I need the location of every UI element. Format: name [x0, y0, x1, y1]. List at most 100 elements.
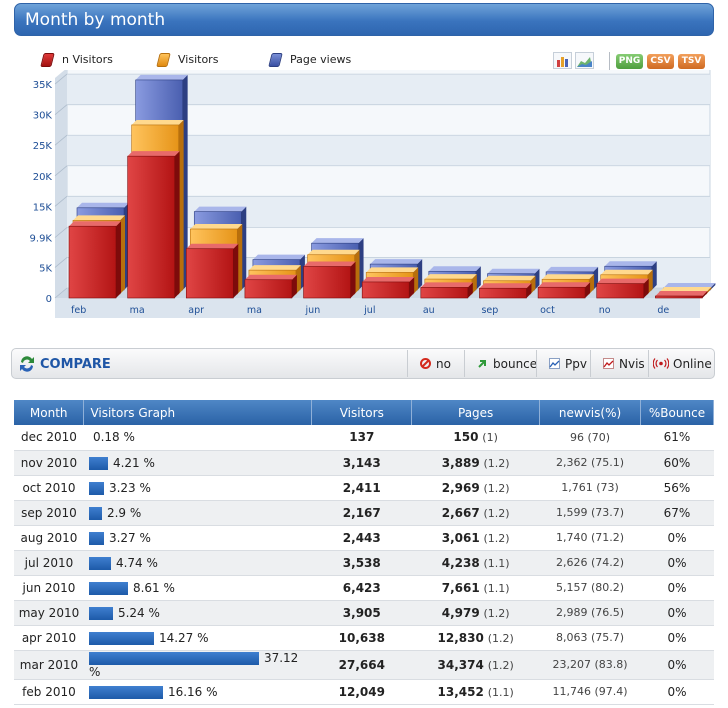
table-row: sep 2010 2.9 % 2,167 2,667 (1.2) 1,599 (73.7…: [14, 500, 714, 526]
y-tick-label: 9.9K: [30, 234, 53, 245]
y-tick-label: 35K: [33, 80, 53, 91]
cell-visitors: 2,411: [311, 475, 412, 501]
cell-visitors-graph: 8.61 %: [83, 575, 312, 601]
cell-pages: 3,889 (1.2): [411, 450, 540, 476]
area-chart-icon[interactable]: [575, 52, 594, 69]
cell-visitors-graph: 4.74 %: [83, 550, 312, 576]
compare-tab-nvis[interactable]: Nvis: [590, 350, 648, 377]
bar-n-visitors: [596, 283, 645, 299]
bar-side: [710, 283, 716, 290]
pages-value: 12,830: [437, 630, 484, 645]
chart-gridline: [54, 73, 68, 85]
bar-top: [604, 261, 657, 267]
visitors-share-bar: [88, 481, 104, 495]
cell-pages: 2,969 (1.2): [411, 475, 540, 501]
cell-bounce: 61%: [640, 425, 714, 451]
cell-month: apr 2010: [14, 625, 84, 651]
bar-top: [428, 266, 481, 272]
compare-tab-label: Online: [673, 357, 712, 371]
visitors-share-percent: 3.27 %: [108, 530, 151, 545]
cell-pages: 34,374 (1.2): [411, 650, 540, 680]
visitors-share-bar: [88, 506, 102, 520]
pages-value: 3,889: [441, 455, 480, 470]
bar-n-visitors: [361, 281, 410, 299]
visitors-share-percent: 14.27 %: [158, 630, 209, 645]
cell-bounce: 0%: [640, 550, 714, 576]
compare-tab-label: Nvis: [619, 357, 645, 371]
cell-newvis: 11,746 (97.4): [539, 679, 641, 705]
column-header-newvis[interactable]: newvis(%): [539, 400, 641, 425]
column-header-month[interactable]: Month: [14, 400, 85, 425]
cell-visitors: 6,423: [311, 575, 412, 601]
cell-visitors-graph: 16.16 %: [83, 679, 312, 705]
x-tick-label: feb: [71, 305, 86, 316]
visitors-share-percent: 5.24 %: [117, 605, 160, 620]
cell-bounce: 0%: [640, 625, 714, 651]
visitors-share-bar: [88, 606, 113, 620]
bar-top: [73, 215, 125, 221]
chart-gridline: [54, 196, 68, 207]
compare-tab-online[interactable]: Online: [648, 350, 715, 377]
column-header-visitors-graph[interactable]: Visitors Graph: [83, 400, 313, 425]
cell-visitors-graph: 37.12 %: [83, 650, 312, 680]
cell-pages: 2,667 (1.2): [411, 500, 540, 526]
cell-visitors-graph: 3.27 %: [83, 525, 312, 551]
chart-gridline: [54, 257, 68, 268]
compare-title: COMPARE: [40, 357, 111, 372]
bar-top: [663, 283, 716, 288]
pages-value: 7,661: [441, 580, 480, 595]
bar-side: [178, 119, 184, 294]
bar-top: [538, 282, 591, 288]
bar-side: [116, 221, 121, 298]
cell-visitors: 10,638: [311, 625, 412, 651]
bar-side: [589, 274, 595, 294]
cell-visitors-graph: 14.27 %: [83, 625, 312, 651]
visitors-share-bar: [88, 531, 104, 545]
visitors-share-percent: 4.21 %: [112, 455, 155, 470]
online-icon: [653, 358, 669, 369]
month-table: Month Visitors Graph Visitors Pages newv…: [14, 400, 714, 705]
csv-export-button[interactable]: CSV: [647, 54, 674, 69]
bar-side: [530, 275, 536, 294]
column-header-bounce[interactable]: %Bounce: [640, 400, 714, 425]
bar-chart-icon[interactable]: [553, 52, 572, 69]
bar-top: [252, 254, 305, 260]
bar-n-visitors: [68, 225, 117, 299]
visitors-share-bar: [88, 631, 154, 645]
compare-tab-bounce[interactable]: bounce: [464, 350, 537, 377]
x-tick-label: au: [423, 305, 435, 316]
cell-visitors: 3,905: [311, 600, 412, 626]
bar-top: [420, 282, 473, 288]
visitors-share-bar: [88, 581, 128, 595]
cell-bounce: 0%: [640, 650, 714, 680]
pages-value: 2,667: [441, 505, 480, 520]
visitors-share-percent: 3.23 %: [108, 480, 151, 495]
compare-tab-ppv[interactable]: Ppv: [536, 350, 590, 377]
cell-visitors-graph: 3.23 %: [83, 475, 312, 501]
column-header-visitors[interactable]: Visitors: [311, 400, 413, 425]
pages-per-visit: (1): [482, 431, 498, 445]
pages-per-visit: (1.2): [487, 631, 514, 645]
pages-per-visit: (1.2): [487, 658, 514, 672]
cell-pages: 13,452 (1.1): [411, 679, 540, 705]
visitors-share-bar: [88, 456, 108, 470]
bar-side: [182, 74, 188, 290]
ppv-icon: [549, 358, 560, 369]
png-export-button[interactable]: PNG: [616, 54, 643, 69]
column-header-pages[interactable]: Pages: [411, 400, 541, 425]
tsv-export-button[interactable]: TSV: [678, 54, 705, 69]
pages-value: 150: [453, 430, 479, 445]
table-row: nov 2010 4.21 % 3,143 3,889 (1.2) 2,362 (75.…: [14, 450, 714, 476]
toolbar-divider: [609, 52, 610, 70]
cell-visitors: 27,664: [311, 650, 412, 680]
legend-label: Page views: [290, 53, 352, 66]
legend-swatch: [156, 53, 171, 67]
cell-bounce: 0%: [640, 600, 714, 626]
y-tick-label: 25K: [33, 141, 53, 152]
cell-newvis: 2,626 (74.2): [539, 550, 641, 576]
bar-side: [241, 206, 247, 290]
cell-month: may 2010: [14, 600, 84, 626]
cell-pages: 150 (1): [411, 425, 540, 451]
compare-tab-no[interactable]: no: [407, 350, 464, 377]
bar-top: [546, 266, 599, 272]
